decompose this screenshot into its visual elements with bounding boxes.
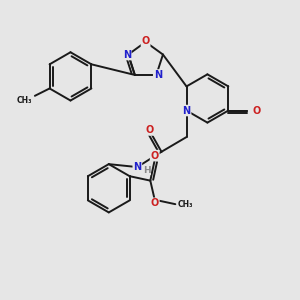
Text: O: O (253, 106, 261, 116)
Text: N: N (123, 50, 131, 60)
Text: CH₃: CH₃ (178, 200, 193, 209)
Text: O: O (146, 125, 154, 135)
Text: N: N (182, 106, 190, 116)
Text: N: N (154, 70, 162, 80)
Text: N: N (133, 162, 141, 172)
Text: O: O (142, 36, 150, 46)
Text: H: H (143, 166, 151, 175)
Text: O: O (151, 198, 159, 208)
Text: CH₃: CH₃ (17, 96, 32, 105)
Text: O: O (151, 151, 159, 160)
